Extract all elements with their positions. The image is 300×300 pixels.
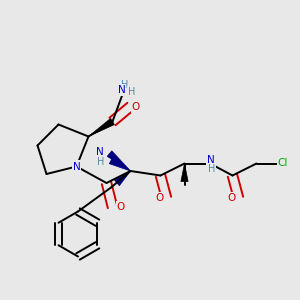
Polygon shape (181, 164, 188, 181)
Polygon shape (115, 171, 130, 186)
Text: O: O (132, 101, 140, 112)
Text: H: H (121, 80, 128, 91)
Text: Cl: Cl (278, 158, 288, 169)
Text: H: H (128, 86, 135, 97)
Text: O: O (228, 193, 236, 203)
Text: O: O (156, 193, 164, 203)
Text: H: H (98, 157, 105, 167)
Text: N: N (207, 155, 215, 165)
Text: N: N (118, 85, 125, 95)
Polygon shape (107, 151, 130, 171)
Text: H: H (208, 164, 215, 174)
Text: O: O (117, 202, 125, 212)
Polygon shape (109, 157, 130, 171)
Text: N: N (96, 147, 104, 157)
Polygon shape (88, 118, 114, 136)
Text: N: N (73, 161, 80, 172)
